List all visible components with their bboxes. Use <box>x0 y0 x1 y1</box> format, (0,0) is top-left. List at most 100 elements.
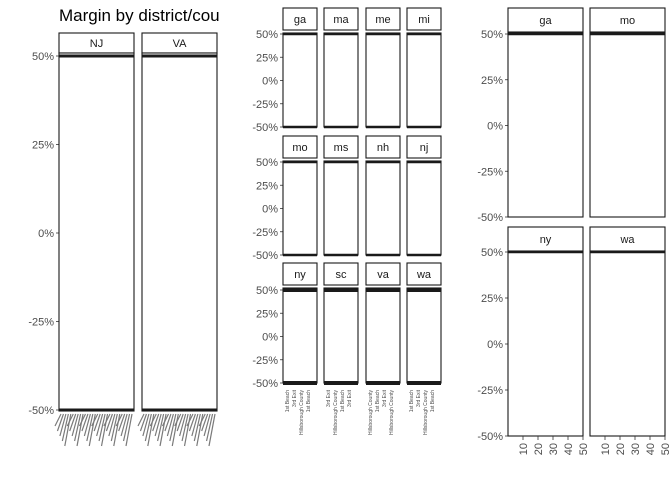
y-tick-label: 25% <box>256 308 278 320</box>
x-tick-label: 30 <box>630 443 642 455</box>
x-tick-label-cluster <box>56 413 65 432</box>
y-tick-label: 25% <box>256 52 278 64</box>
chart-layer: -50% -25% 0% 25% 50% NJ VA -50% -25% 0% 25% 50% ga ma… <box>28 7 672 455</box>
facet-panel <box>365 32 401 128</box>
facet-panel <box>507 32 584 218</box>
x-tick-label-cluster <box>149 413 157 427</box>
facet-strip <box>365 7 401 31</box>
facet-label: wa <box>619 234 635 246</box>
facet-panel <box>406 287 442 384</box>
facet-panel <box>141 52 218 412</box>
x-tick-label-cluster <box>142 413 150 437</box>
x-tick-label-cluster <box>98 413 106 442</box>
x-tick-label-cluster <box>100 413 109 447</box>
x-tick-label-cluster <box>157 413 165 442</box>
facet-label: ms <box>334 142 349 154</box>
facet-strip <box>589 226 666 252</box>
x-tick-label-cluster <box>183 413 192 447</box>
facet-label: me <box>375 14 390 26</box>
x-tick-label-cluster <box>171 413 179 447</box>
facet-strip <box>365 262 401 286</box>
x-tick-label: 3rd Exit <box>416 389 422 407</box>
facet-strip <box>282 262 318 286</box>
x-tick-label-cluster <box>144 413 152 442</box>
x-tick-label: 1st Beach <box>285 390 291 412</box>
x-tick-label-cluster <box>64 413 72 447</box>
x-tick-label-cluster <box>110 413 118 442</box>
facet-strip <box>365 135 401 159</box>
facet-panel <box>589 251 666 437</box>
x-tick-label-cluster <box>86 413 94 442</box>
y-tick-label: -50% <box>477 431 503 443</box>
y-tick-label: 50% <box>481 247 503 259</box>
y-tick-label: 25% <box>32 140 54 152</box>
y-tick-label: -25% <box>477 385 503 397</box>
facet-label: ny <box>540 234 552 246</box>
x-tick-label-cluster <box>203 413 211 437</box>
facet-strip <box>406 262 442 286</box>
x-tick-label-cluster <box>113 413 121 447</box>
x-tick-label-cluster <box>108 413 116 437</box>
facet-label: ma <box>333 14 349 26</box>
facet-panel <box>323 160 359 256</box>
y-tick-label: 50% <box>256 157 278 169</box>
x-tick-label-cluster <box>181 413 189 442</box>
x-tick-label-cluster <box>54 413 62 427</box>
facet-label: mo <box>620 15 635 27</box>
x-tick-label: 50 <box>578 443 590 455</box>
facet-label: ga <box>539 15 552 27</box>
x-tick-label: 30 <box>548 443 560 455</box>
x-tick-label-cluster <box>120 413 128 437</box>
x-tick-label-cluster <box>81 413 89 432</box>
x-tick-label: Hillsborough County <box>333 390 339 436</box>
y-tick-label: -25% <box>28 317 54 329</box>
y-tick-label: 50% <box>481 29 503 41</box>
y-tick-label: -25% <box>252 355 278 367</box>
facet-label: mi <box>418 14 430 26</box>
facet-panel <box>58 52 135 412</box>
facet-strip <box>323 135 359 159</box>
y-tick-label: -50% <box>28 405 54 417</box>
facet-label: nh <box>377 142 389 154</box>
y-tick-label: 25% <box>481 293 503 305</box>
x-tick-label-cluster <box>174 413 182 427</box>
x-tick-label-cluster <box>71 413 79 437</box>
x-tick-label-cluster <box>96 413 104 437</box>
y-tick-label: 50% <box>256 29 278 41</box>
facet-label: va <box>377 269 390 281</box>
facet-panel <box>406 32 442 128</box>
x-tick-label: 1st Beach <box>409 390 415 412</box>
facet-panel <box>282 287 318 384</box>
x-tick-label-cluster <box>76 413 84 447</box>
facet-panel <box>507 251 584 437</box>
x-tick-label: 40 <box>563 443 575 455</box>
chart-left: -50% -25% 0% 25% 50% NJ VA <box>28 32 218 447</box>
x-tick-label-cluster <box>176 413 184 432</box>
x-tick-label: 1st Beach <box>306 390 312 412</box>
x-tick-label-cluster <box>66 413 74 427</box>
x-tick-label-cluster <box>125 413 133 447</box>
x-tick-label-cluster <box>179 413 187 437</box>
x-tick-label-cluster <box>83 413 91 437</box>
x-tick-label: 40 <box>645 443 657 455</box>
facet-panel <box>323 32 359 128</box>
x-tick-label-cluster <box>164 413 172 432</box>
x-tick-label: 3rd Exit <box>382 389 388 407</box>
x-tick-label: 10 <box>600 443 612 455</box>
x-tick-label-cluster <box>103 413 111 427</box>
x-tick-label-cluster <box>88 413 96 447</box>
facet-label: nj <box>420 142 429 154</box>
chart-title: Margin by district/cou <box>59 6 220 25</box>
facet-panel <box>282 160 318 256</box>
facet-strip <box>589 7 666 33</box>
facet-panel <box>365 287 401 384</box>
x-tick-label: Hillsborough County <box>423 390 429 436</box>
y-tick-label: 0% <box>487 339 503 351</box>
y-tick-label: -25% <box>252 227 278 239</box>
x-tick-label-cluster <box>122 413 131 442</box>
facet-strip <box>406 135 442 159</box>
x-tick-label-cluster <box>186 413 194 427</box>
y-tick-label: 50% <box>256 285 278 297</box>
x-tick-label-cluster <box>208 413 216 447</box>
